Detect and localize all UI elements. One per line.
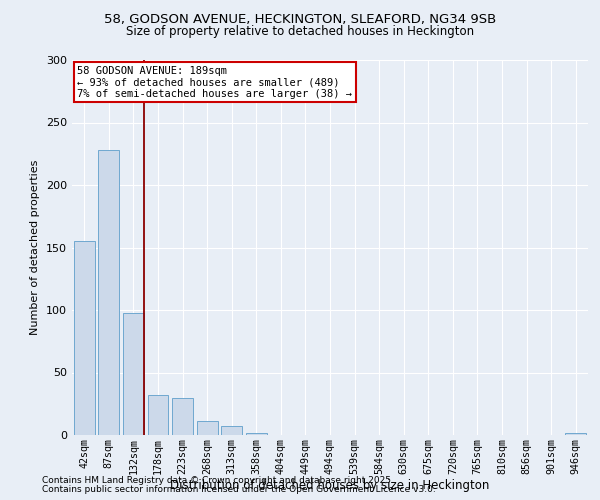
- Bar: [123, 312, 144, 435]
- Bar: [221, 426, 242, 435]
- Bar: [172, 398, 193, 435]
- Bar: [565, 432, 586, 435]
- Text: Size of property relative to detached houses in Heckington: Size of property relative to detached ho…: [126, 25, 474, 38]
- Bar: [74, 242, 95, 435]
- Bar: [246, 432, 267, 435]
- Text: 58, GODSON AVENUE, HECKINGTON, SLEAFORD, NG34 9SB: 58, GODSON AVENUE, HECKINGTON, SLEAFORD,…: [104, 12, 496, 26]
- X-axis label: Distribution of detached houses by size in Heckington: Distribution of detached houses by size …: [170, 480, 490, 492]
- Bar: [148, 395, 169, 435]
- Text: Contains HM Land Registry data © Crown copyright and database right 2025.: Contains HM Land Registry data © Crown c…: [42, 476, 394, 485]
- Y-axis label: Number of detached properties: Number of detached properties: [31, 160, 40, 335]
- Text: Contains public sector information licensed under the Open Government Licence v3: Contains public sector information licen…: [42, 485, 436, 494]
- Bar: [98, 150, 119, 435]
- Text: 58 GODSON AVENUE: 189sqm
← 93% of detached houses are smaller (489)
7% of semi-d: 58 GODSON AVENUE: 189sqm ← 93% of detach…: [77, 66, 352, 99]
- Bar: [197, 421, 218, 435]
